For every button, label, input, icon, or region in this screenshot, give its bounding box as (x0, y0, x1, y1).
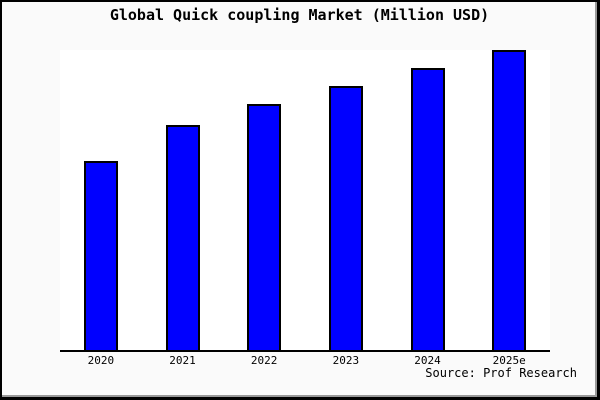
source-credit: Source: Prof Research (425, 366, 577, 380)
x-tick-2025e: 2025e (492, 354, 526, 367)
bar-2024 (410, 68, 445, 350)
x-tick-2024: 2024 (414, 354, 441, 367)
bar-2021 (165, 125, 200, 350)
bar-2025e (492, 50, 527, 350)
x-tick-2023: 2023 (332, 354, 360, 367)
x-tick-2021: 2021 (169, 354, 196, 367)
x-tick-2022: 2022 (250, 354, 278, 367)
plot-area (60, 50, 550, 352)
bar-2020 (83, 161, 118, 350)
chart-title: Global Quick coupling Market (Million US… (109, 6, 490, 24)
bar-2023 (328, 86, 363, 350)
bar-2022 (247, 104, 282, 350)
x-tick-2020: 2020 (87, 354, 115, 367)
